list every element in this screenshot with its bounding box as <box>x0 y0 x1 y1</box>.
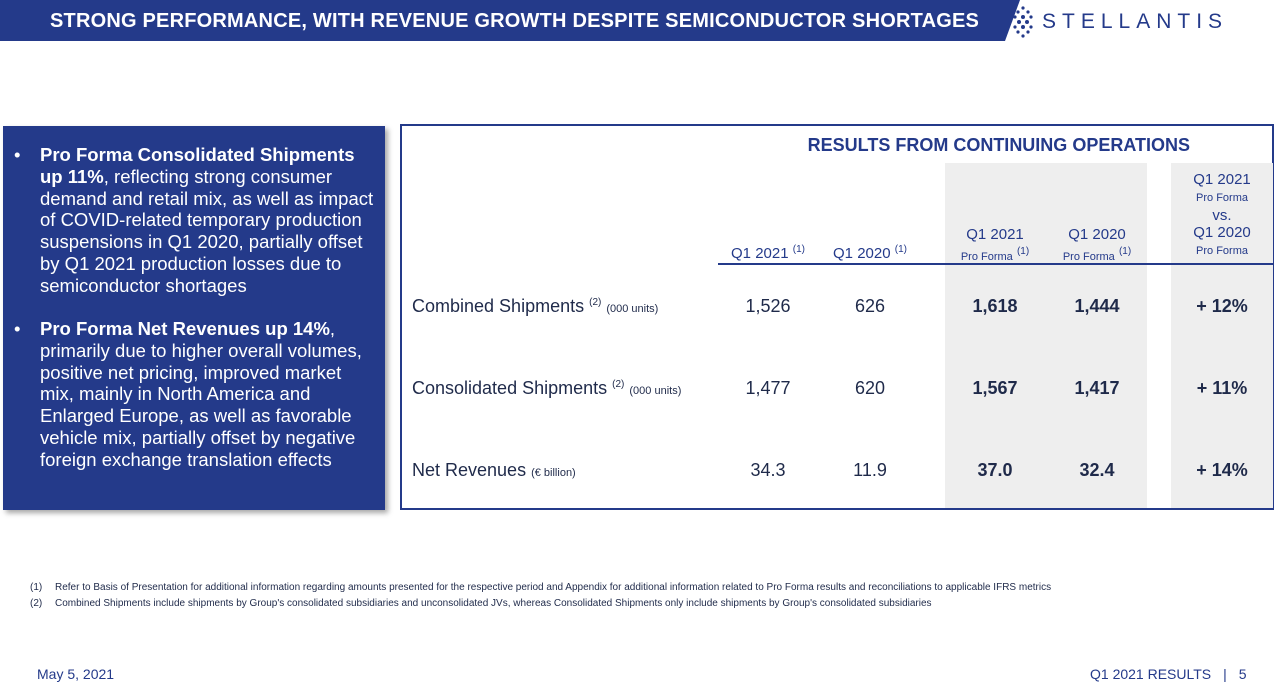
cell-change: + 11% <box>1196 378 1248 398</box>
row-label-combined: Combined Shipments (2) (000 units) <box>412 296 659 316</box>
pro-forma-shade <box>945 163 1147 508</box>
row-label-consolidated: Consolidated Shipments (2) (000 units) <box>412 378 682 398</box>
col-header-q1-2021: Q1 2021 (1) <box>731 244 805 262</box>
footer-date: May 5, 2021 <box>37 666 115 682</box>
page-number: 5 <box>1238 666 1247 682</box>
col-header-change: Q1 2021 Pro Forma vs. Q1 2020 Pro Forma <box>1193 171 1251 257</box>
header-underline <box>718 263 1273 265</box>
footnote-2: (2) Combined Shipments include shipments … <box>30 598 932 609</box>
cell-value: 1,526 <box>745 296 791 316</box>
cell-value: 1,477 <box>745 378 791 398</box>
cell-value: 1,567 <box>972 378 1018 398</box>
footer-page-info: Q1 2021 RESULTS | 5 <box>1090 666 1247 682</box>
cell-value: 626 <box>854 296 886 316</box>
logo-dots-icon <box>1013 6 1033 38</box>
stellantis-logo: STELLANTIS <box>1012 2 1272 42</box>
table-title: RESULTS FROM CONTINUING OPERATIONS <box>807 135 1190 155</box>
row-label-net-revenues: Net Revenues (€ billion) <box>412 460 576 480</box>
cell-value: 32.4 <box>1079 460 1115 480</box>
cell-value: 1,618 <box>972 296 1018 316</box>
footnote-1: (1) Refer to Basis of Presentation for ad… <box>30 582 1052 593</box>
cell-value: 1,444 <box>1074 296 1120 316</box>
bullet-bold: Pro Forma Consolidated Shipments up 11% <box>40 144 355 187</box>
logo-text: STELLANTIS <box>1042 10 1229 33</box>
cell-value: 11.9 <box>853 460 887 480</box>
cell-value: 620 <box>854 378 886 398</box>
cell-change: + 14% <box>1196 460 1248 480</box>
bullet-bold: Pro Forma Net Revenues up 14% <box>40 318 330 339</box>
bullet-dot: • <box>14 144 21 165</box>
bullet-text: , primarily due to higher overall volume… <box>40 318 362 470</box>
header-bar <box>0 0 1020 41</box>
summary-box: • Pro Forma Consolidated Shipments up 11… <box>3 126 385 510</box>
cell-change: + 12% <box>1196 296 1248 316</box>
page-title: STRONG PERFORMANCE, WITH REVENUE GROWTH … <box>50 10 980 32</box>
bullet-dot: • <box>14 318 21 339</box>
results-table <box>400 124 1274 510</box>
cell-value: 37.0 <box>977 460 1013 480</box>
cell-value: 34.3 <box>750 460 786 480</box>
footnotes: (1) Refer to Basis of Presentation for ad… <box>30 580 1051 612</box>
col-header-q1-2021-pro-forma: Q1 2021 Pro Forma (1) <box>960 226 1030 263</box>
bullet-text: , reflecting strong consumer demand and … <box>40 165 374 296</box>
col-header-q1-2020-pro-forma: Q1 2020 Pro Forma (1) <box>1062 226 1132 263</box>
col-header-q1-2020: Q1 2020 (1) <box>833 244 907 262</box>
change-shade <box>1171 163 1273 508</box>
cell-value: 1,417 <box>1074 378 1120 398</box>
